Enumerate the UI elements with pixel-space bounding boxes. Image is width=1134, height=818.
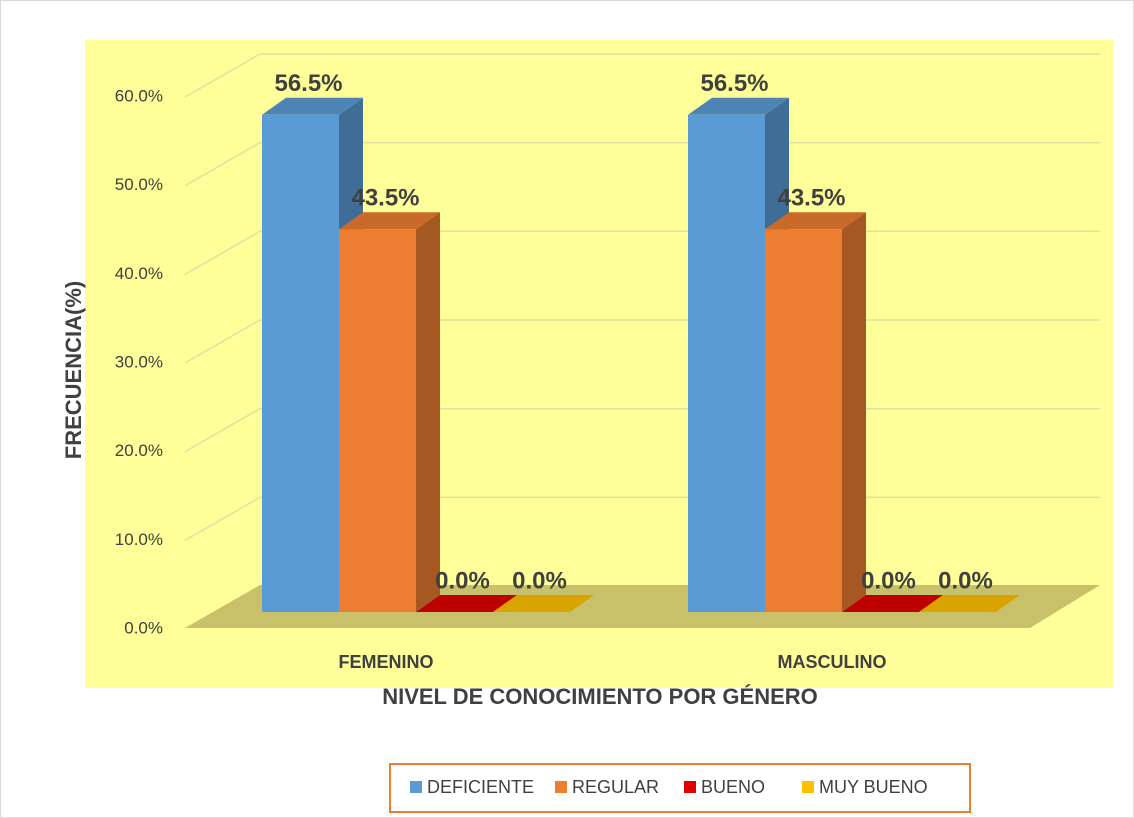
bar	[339, 229, 416, 612]
data-label: 56.5%	[274, 70, 342, 97]
x-axis-title: NIVEL DE CONOCIMIENTO POR GÉNERO	[382, 684, 818, 709]
bar-top	[493, 595, 594, 612]
data-label: 0.0%	[512, 567, 567, 594]
bar	[688, 114, 765, 613]
legend-label: BUENO	[701, 777, 765, 797]
legend-label: REGULAR	[572, 777, 659, 797]
data-label: 43.5%	[777, 185, 845, 212]
bar-top	[688, 97, 789, 115]
y-tick-label: 40.0%	[115, 264, 163, 283]
data-label: 0.0%	[861, 567, 916, 594]
legend-swatch	[802, 781, 814, 793]
bar-top	[262, 97, 363, 115]
legend-swatch	[410, 781, 422, 793]
bar-side	[842, 212, 866, 612]
bar-top	[765, 212, 866, 230]
y-tick-label: 60.0%	[115, 86, 163, 105]
bar-top	[416, 595, 517, 612]
legend-label: MUY BUENO	[819, 777, 928, 797]
x-tick-label: MASCULINO	[778, 652, 887, 672]
bar-side	[416, 212, 440, 612]
data-label: 0.0%	[938, 567, 993, 594]
bar	[765, 229, 842, 612]
data-label: 43.5%	[351, 185, 419, 212]
x-tick-label: FEMENINO	[338, 652, 433, 672]
grid-line	[184, 53, 1100, 98]
y-axis-title: FRECUENCIA(%)	[61, 281, 86, 459]
y-tick-label: 20.0%	[115, 441, 163, 460]
grid-line	[184, 141, 1100, 187]
y-tick-label: 0.0%	[124, 618, 163, 637]
data-label: 56.5%	[700, 70, 768, 97]
legend-swatch	[555, 781, 567, 793]
legend-swatch	[684, 781, 696, 793]
y-tick-label: 30.0%	[115, 352, 163, 371]
bar-top	[339, 212, 440, 230]
bar-top	[919, 595, 1020, 612]
data-label: 0.0%	[435, 567, 490, 594]
y-tick-label: 50.0%	[115, 175, 163, 194]
plot-area	[85, 40, 1113, 688]
bar-top	[842, 595, 943, 612]
legend-label: DEFICIENTE	[427, 777, 534, 797]
legend	[389, 763, 971, 813]
y-tick-label: 10.0%	[115, 530, 163, 549]
bar	[262, 114, 339, 613]
